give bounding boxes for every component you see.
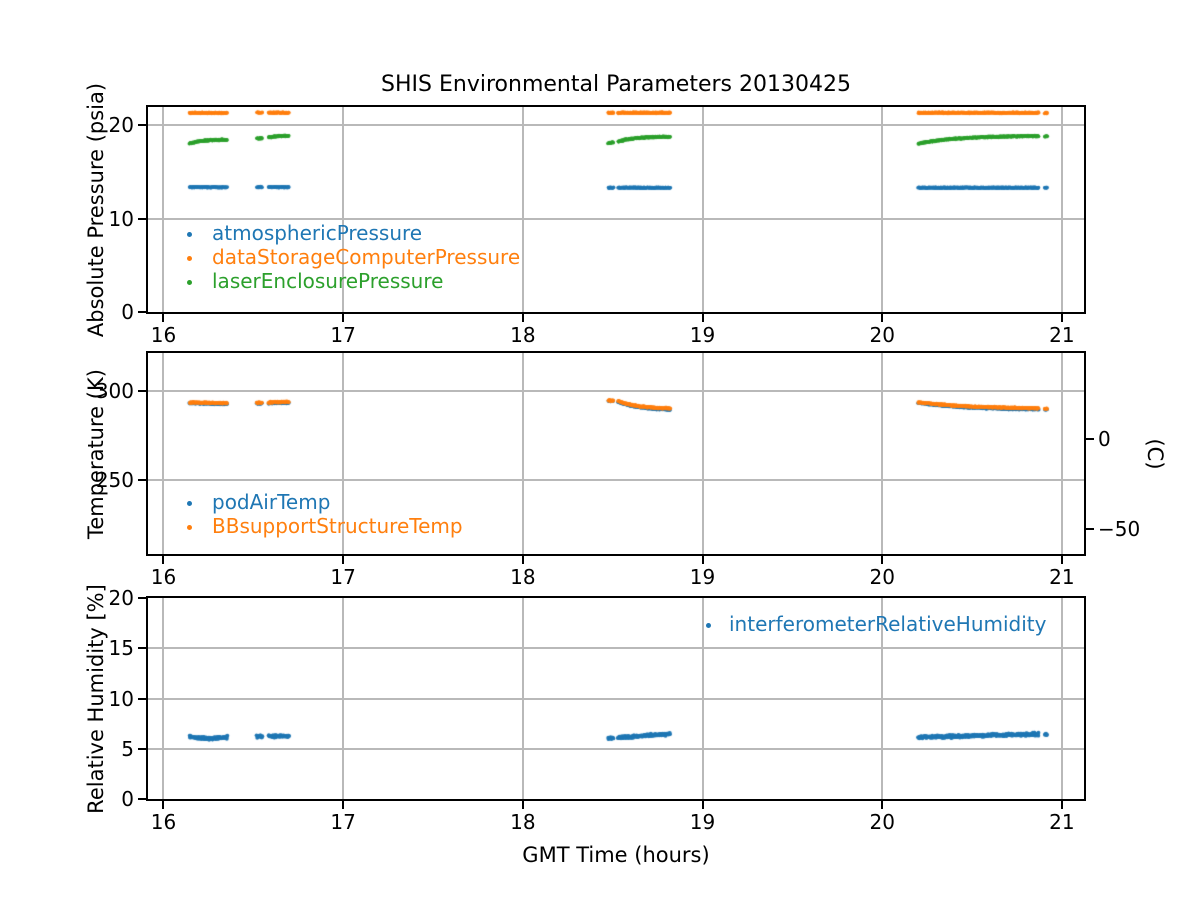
x-tick-label: 18 [510,810,536,834]
y-tick-mark [138,389,146,392]
x-tick-label: 18 [510,323,536,347]
x-tick-mark [701,801,704,809]
y-tick-label: 10 [108,206,134,231]
y-tick-label: 0 [121,787,134,811]
y-tick-mark [138,217,146,220]
legend-marker-dot-icon [187,280,192,285]
x-tick-label: 18 [510,565,536,589]
legend-item-atmosphericPressure: atmosphericPressure [212,221,423,245]
y-tick-mark [138,597,146,599]
x-tick-mark [521,314,524,322]
y-tick-mark [138,479,146,482]
y-tick-mark [138,647,146,650]
x-tick-mark [521,556,524,564]
legend-marker-dot-icon [187,232,192,237]
x-tick-mark [701,314,704,322]
pressure-panel: 16 17 18 19 20 21 0 10 20 Absolute Pressure (psia… [84,82,1086,346]
legend-item-podAirTemp: podAirTemp [212,490,331,514]
x-tick-label: 19 [689,323,716,347]
right-tick-mark [1086,437,1094,440]
legend-item-BBsupportStructureTemp: BBsupportStructureTemp [212,514,463,538]
scatter-canvas [148,598,1084,799]
right-tick-mark [1086,527,1094,530]
humidity-panel: 16 17 18 19 20 21 0 5 10 15 20 Relative Humidity [%… [84,584,1086,833]
y-tick-mark [138,798,146,800]
y-tick-label: 0 [121,300,134,324]
scatter-canvas [148,353,1084,554]
x-tick-label: 21 [1049,810,1075,834]
legend-marker-dot-icon [187,525,192,530]
x-tick-mark [162,314,165,322]
y-tick-label: 250 [95,468,134,493]
legend-marker-dot-icon [187,256,192,261]
y-tick-label: 20 [108,586,134,610]
y-tick-label: 300 [95,378,134,403]
y-tick-mark [138,697,146,700]
x-tick-mark [1060,314,1063,322]
y-tick-mark [138,124,146,127]
x-tick-mark [881,556,884,564]
x-tick-mark [701,556,704,564]
y-tick-label: 20 [108,113,134,138]
y-tick-label: 10 [108,686,134,711]
x-tick-mark [521,801,524,809]
legend-marker-dot-icon [187,501,192,506]
legend-item-dataStorageComputerPressure: dataStorageComputerPressure [212,245,521,269]
x-tick-mark [1060,801,1063,809]
x-tick-label: 19 [689,565,716,589]
x-tick-label: 17 [330,323,356,347]
legend-marker-dot-icon [706,623,711,628]
x-tick-label: 20 [869,565,895,589]
x-tick-label: 17 [330,810,356,834]
x-tick-label: 17 [330,565,356,589]
scatter-canvas [148,107,1084,312]
x-tick-label: 21 [1049,565,1075,589]
x-tick-label: 16 [150,323,177,347]
x-tick-label: 21 [1049,323,1075,347]
temperature-panel: 16 17 18 19 20 21 250 300 0 −50 (C) Temperature (K)… [84,351,1167,588]
x-tick-label: 16 [150,810,177,834]
right-axis-label: (C) [1143,437,1167,470]
x-tick-label: 19 [689,810,716,834]
legend-item-interferometerRelativeHumidity: interferometerRelativeHumidity [729,612,1047,636]
y-tick-mark [138,311,146,313]
x-tick-mark [881,801,884,809]
chart-title: SHIS Environmental Parameters 20130425 [381,72,851,97]
x-tick-mark [162,556,165,564]
y-tick-label: 5 [121,736,134,761]
x-tick-label: 20 [869,810,895,834]
x-tick-label: 16 [150,565,177,589]
x-tick-mark [342,556,345,564]
x-tick-label: 20 [869,323,895,347]
x-tick-mark [342,314,345,322]
right-tick-label: 0 [1098,426,1111,451]
x-axis-label: GMT Time (hours) [522,843,710,867]
x-tick-mark [1060,556,1063,564]
x-tick-mark [162,801,165,809]
legend-item-laserEnclosurePressure: laserEnclosurePressure [212,269,444,293]
y-tick-label: 15 [108,636,134,661]
y-tick-mark [138,747,146,750]
right-tick-label: −50 [1098,516,1141,541]
x-tick-mark [881,314,884,322]
y-axis-label: Relative Humidity [%] [84,583,108,814]
x-tick-mark [342,801,345,809]
